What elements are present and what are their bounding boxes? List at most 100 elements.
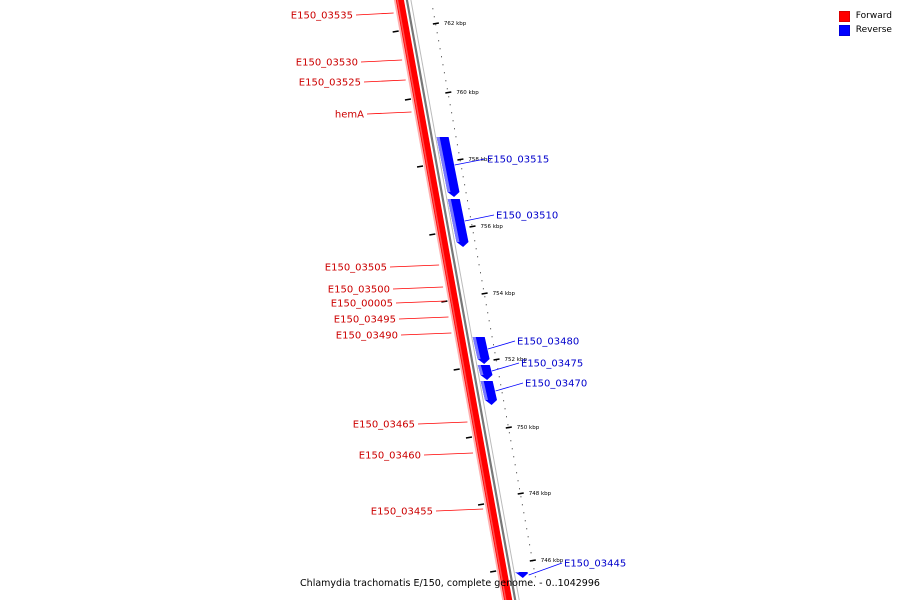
forward-gene-leader bbox=[435, 508, 484, 512]
scale-dot bbox=[442, 64, 444, 66]
scale-dot bbox=[459, 160, 461, 162]
scale-dot bbox=[495, 360, 497, 362]
forward-gene-label[interactable]: E150_03525 bbox=[299, 78, 361, 89]
reverse-swatch bbox=[838, 24, 850, 36]
map-caption: Chlamydia trachomatis E/150, complete ge… bbox=[0, 578, 900, 589]
forward-gene-label[interactable]: E150_00005 bbox=[331, 299, 393, 310]
gene-layer bbox=[436, 137, 529, 578]
reverse-gene-label[interactable]: E150_03515 bbox=[487, 155, 549, 166]
scale-dot bbox=[513, 456, 515, 458]
scale-dot bbox=[471, 224, 473, 226]
scale-dot bbox=[482, 288, 484, 290]
forward-gene-label[interactable]: E150_03495 bbox=[334, 315, 396, 326]
scale-tick bbox=[469, 225, 476, 228]
scale-dot bbox=[477, 256, 479, 258]
scale-tick-label: 750 kbp bbox=[517, 425, 540, 431]
label-layer: E150_03535 E150_03530 E150_03525 hemA E150_0… bbox=[291, 11, 626, 576]
scale-dot bbox=[458, 152, 460, 154]
forward-gene-leader bbox=[395, 300, 446, 304]
scale-tick bbox=[457, 158, 464, 161]
scale-dot bbox=[490, 328, 492, 330]
scale-dot bbox=[529, 544, 531, 546]
reverse-gene-leader bbox=[491, 362, 520, 372]
scale-dot bbox=[435, 24, 437, 26]
strand-tick bbox=[429, 233, 436, 236]
reverse-gene-label[interactable]: E150_03470 bbox=[525, 379, 587, 390]
scale-dot bbox=[510, 440, 512, 442]
scale-dot bbox=[449, 104, 451, 106]
forward-gene-label[interactable]: E150_03455 bbox=[371, 507, 433, 518]
scale-dot bbox=[436, 32, 438, 34]
forward-gene-leader bbox=[389, 264, 440, 268]
scale-dot bbox=[494, 352, 496, 354]
scale-dot bbox=[468, 208, 470, 210]
reverse-gene-highlight bbox=[480, 381, 489, 400]
forward-gene-label[interactable]: E150_03535 bbox=[291, 11, 353, 22]
scale-dot bbox=[456, 144, 458, 146]
scale-dot bbox=[517, 480, 519, 482]
scale-dot bbox=[501, 392, 503, 394]
legend-label-forward: Forward bbox=[855, 11, 892, 21]
scale-tick bbox=[517, 492, 524, 495]
forward-gene-label[interactable]: E150_03530 bbox=[296, 58, 358, 69]
scale-dot bbox=[443, 72, 445, 74]
scale-dot bbox=[475, 248, 477, 250]
reverse-gene-label[interactable]: E150_03475 bbox=[521, 359, 583, 370]
scale-dot bbox=[484, 296, 486, 298]
legend-item-forward: Forward bbox=[838, 9, 892, 23]
strand-tick bbox=[441, 300, 448, 303]
scale-dot bbox=[481, 280, 483, 282]
scale-dot bbox=[465, 192, 467, 194]
scale-dot bbox=[479, 272, 481, 274]
forward-gene-leader bbox=[423, 452, 474, 456]
forward-gene-leader bbox=[360, 59, 403, 63]
scale-dot bbox=[487, 312, 489, 314]
scale-dot bbox=[527, 536, 529, 538]
forward-strand-edge bbox=[393, 0, 505, 600]
scale-dot bbox=[461, 168, 463, 170]
scale-dot bbox=[521, 504, 523, 506]
forward-gene-leader bbox=[400, 332, 452, 336]
scale-dot bbox=[451, 112, 453, 114]
scale-tick-label: 754 kbp bbox=[493, 291, 516, 297]
forward-gene-label[interactable]: hemA bbox=[335, 110, 364, 121]
scale-tick bbox=[493, 358, 500, 361]
forward-gene-label[interactable]: E150_03505 bbox=[325, 263, 387, 274]
legend-label-reverse: Reverse bbox=[855, 25, 892, 35]
reverse-gene-label[interactable]: E150_03480 bbox=[517, 337, 579, 348]
scale-tick-label: 746 kbp bbox=[541, 558, 564, 564]
reverse-gene-block[interactable] bbox=[515, 572, 529, 578]
scale-dot bbox=[446, 88, 448, 90]
scale-dot bbox=[445, 80, 447, 82]
scale-dot bbox=[530, 552, 532, 554]
forward-gene-label[interactable]: E150_03460 bbox=[359, 451, 421, 462]
forward-gene-leader bbox=[417, 421, 468, 425]
scale-dot bbox=[478, 264, 480, 266]
scale-dot bbox=[497, 368, 499, 370]
reverse-gene-leader bbox=[454, 158, 486, 166]
scale-dot bbox=[534, 576, 536, 578]
scale-dot bbox=[485, 304, 487, 306]
legend: Forward Reverse bbox=[838, 9, 892, 37]
reverse-gene-label[interactable]: E150_03510 bbox=[496, 211, 558, 222]
scale-dot bbox=[504, 408, 506, 410]
strand-tick bbox=[465, 436, 473, 439]
scale-dot bbox=[448, 96, 450, 98]
strand-tick bbox=[392, 30, 399, 33]
reverse-gene-leader bbox=[487, 340, 516, 350]
scale-dot bbox=[518, 488, 520, 490]
scale-tick-label: 752 kbp bbox=[505, 357, 528, 363]
forward-gene-leader bbox=[363, 79, 406, 83]
forward-gene-label[interactable]: E150_03500 bbox=[328, 285, 390, 296]
forward-gene-leader bbox=[392, 286, 444, 290]
reverse-gene-label[interactable]: E150_03445 bbox=[564, 559, 626, 570]
scale-tick bbox=[481, 292, 488, 295]
scale-dot bbox=[498, 376, 500, 378]
reverse-gene-leader bbox=[495, 382, 524, 392]
scale-dot bbox=[433, 16, 435, 18]
forward-swatch bbox=[838, 10, 850, 22]
forward-gene-label[interactable]: E150_03490 bbox=[336, 331, 398, 342]
forward-gene-label[interactable]: E150_03465 bbox=[353, 420, 415, 431]
